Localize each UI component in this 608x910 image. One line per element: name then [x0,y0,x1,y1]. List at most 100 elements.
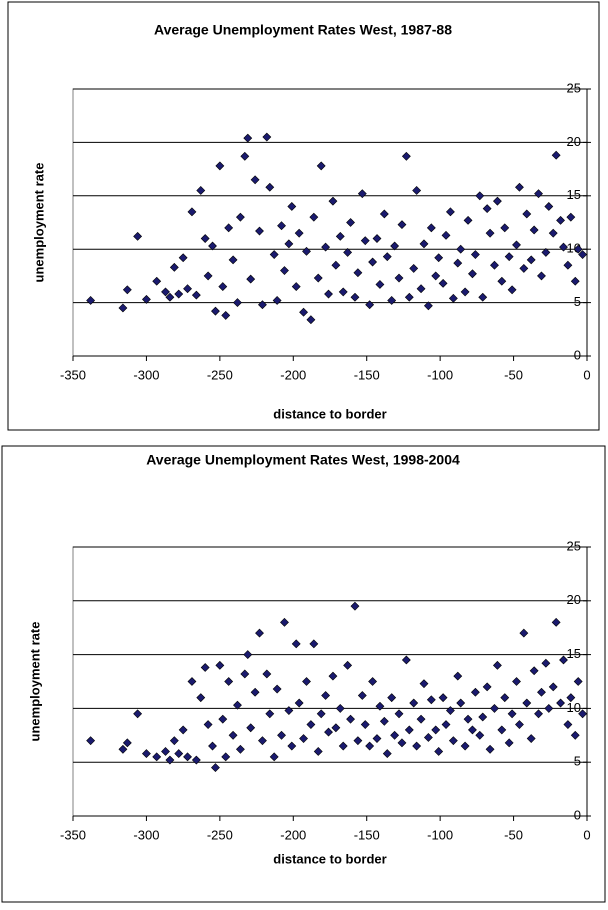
point [211,763,220,773]
point [343,247,353,257]
point [277,730,286,740]
point [262,669,272,679]
y-axis-title: unemployment rate [27,622,42,742]
point [526,734,536,743]
point [412,741,422,751]
point [316,709,326,719]
point [482,204,492,214]
point [368,257,378,267]
point [291,639,301,649]
point [512,677,521,686]
point [350,601,360,611]
point [404,725,414,735]
x-tick-label: -50 [504,367,523,382]
point [200,663,210,672]
point [404,292,414,302]
point [284,706,294,715]
point [277,221,286,231]
x-tick-label: -350 [60,827,86,842]
point [357,189,367,199]
point [423,301,433,311]
point [529,225,539,235]
point [215,660,225,670]
x-tick-label: -250 [207,367,233,382]
point [573,244,583,254]
point [331,723,341,733]
point [379,209,389,219]
y-tick-label: 15 [567,187,581,202]
point [519,628,529,638]
point [426,695,436,705]
point [265,709,275,719]
point [419,679,429,689]
y-tick-label: 10 [567,700,581,715]
point [490,260,499,270]
y-tick-label: 20 [567,592,581,607]
point [353,268,363,278]
point [504,252,514,262]
point [255,628,264,638]
plot-area [72,88,588,357]
point [365,741,375,751]
point [497,725,507,735]
point [468,269,477,279]
point [434,747,444,756]
point [243,133,253,143]
point [178,253,188,263]
point [272,684,282,694]
point [287,202,297,211]
point [438,693,448,703]
x-tick-label: -300 [133,367,159,382]
point [258,736,267,746]
point [375,701,385,711]
point [203,271,213,281]
point [86,736,96,746]
point [416,714,426,724]
point [556,698,565,708]
point [382,252,392,262]
point [460,741,470,751]
point [228,255,238,265]
point [544,202,554,211]
y-tick-label: 25 [567,538,581,553]
y-axis-title: unemployment rate [31,163,46,283]
point [412,186,422,195]
point [335,231,345,241]
point [537,271,546,281]
point [302,677,311,686]
point [387,296,397,305]
point [350,292,360,302]
point [86,296,96,305]
point [409,263,419,273]
point [475,191,485,201]
point [161,747,170,756]
chart-frame [7,1,600,431]
point [187,207,197,217]
point [243,650,253,660]
point [500,223,510,233]
point [460,287,470,297]
point [228,730,238,740]
point [250,687,260,697]
point [541,247,551,257]
point [431,271,441,281]
point [401,655,411,665]
point [463,215,473,225]
point [551,617,561,627]
point [478,712,488,722]
point [394,709,404,719]
point [306,315,316,325]
point [218,714,228,724]
point [397,220,407,230]
point [233,298,242,308]
point [534,189,543,199]
x-tick-label: -150 [354,367,380,382]
point [463,714,473,724]
point [500,693,510,703]
point [224,677,234,686]
point [390,730,400,740]
point [152,276,162,286]
point [559,655,568,665]
point [353,736,363,746]
